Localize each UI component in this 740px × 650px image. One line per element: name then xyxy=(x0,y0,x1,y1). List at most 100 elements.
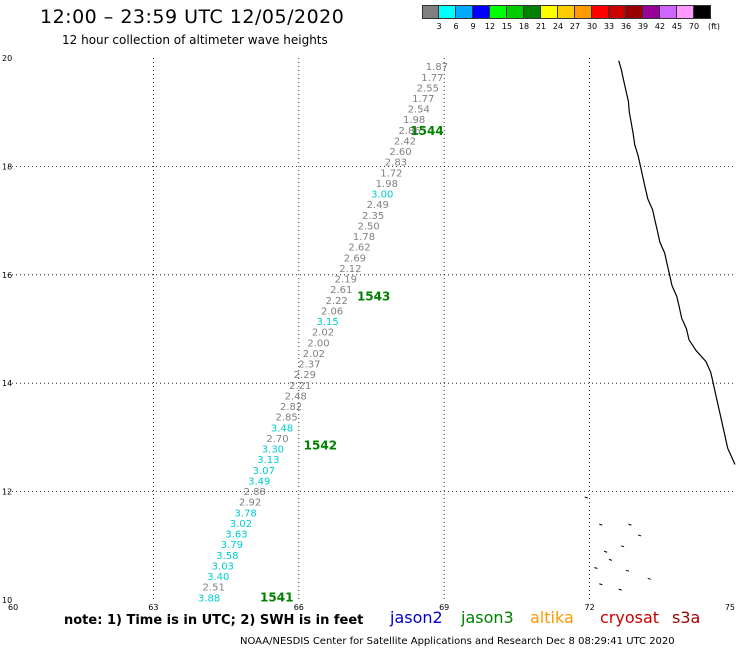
color-scale-label: 70 xyxy=(688,22,700,31)
revolution-label: 1543 xyxy=(357,289,390,303)
island xyxy=(594,567,598,569)
swh-value: 1.72 xyxy=(380,168,402,179)
swh-value: 1.98 xyxy=(403,115,425,126)
color-swatch xyxy=(694,5,711,19)
swh-value: 3.07 xyxy=(253,466,275,477)
color-swatch xyxy=(609,5,626,19)
swh-value: 3.78 xyxy=(234,508,256,519)
swh-value: 2.70 xyxy=(266,434,288,445)
swh-value: 3.58 xyxy=(216,551,238,562)
swh-value: 3.15 xyxy=(316,317,338,328)
swh-value: 2.00 xyxy=(307,338,329,349)
swh-value: 3.48 xyxy=(271,423,293,434)
color-scale-label: 36 xyxy=(620,22,632,31)
swh-value: 2.85 xyxy=(275,413,297,424)
latitude-tick-label: 10 xyxy=(2,596,12,605)
swh-value: 2.48 xyxy=(285,391,307,402)
swh-value: 2.62 xyxy=(348,243,370,254)
island xyxy=(599,523,603,526)
swh-value: 2.12 xyxy=(339,264,361,275)
latitude-tick-label: 16 xyxy=(2,271,12,280)
swh-value: 3.03 xyxy=(212,561,234,572)
latitude-tick-label: 18 xyxy=(2,162,12,171)
revolution-label: 1542 xyxy=(304,439,337,453)
swh-value: 3.63 xyxy=(225,530,247,541)
latitude-tick-label: 12 xyxy=(2,488,12,497)
color-scale-label: 3 xyxy=(436,22,442,31)
color-scale-label: (ft) xyxy=(707,22,721,31)
swh-value: 1.77 xyxy=(421,73,443,84)
color-swatch xyxy=(643,5,660,19)
color-scale-label: 21 xyxy=(535,22,547,31)
longitude-tick-label: 60 xyxy=(8,603,18,610)
color-swatch xyxy=(507,5,524,19)
swh-value: 2.82 xyxy=(280,402,302,413)
longitude-tick-label: 66 xyxy=(294,603,304,610)
color-scale-label: 27 xyxy=(569,22,581,31)
island xyxy=(608,558,613,561)
swh-value: 2.42 xyxy=(394,136,416,147)
color-scale-label: 30 xyxy=(586,22,598,31)
satellite-legend-item: cryosat xyxy=(600,608,660,627)
color-scale-label: 12 xyxy=(484,22,496,31)
swh-value: 1.98 xyxy=(376,179,398,190)
swh-value: 2.83 xyxy=(385,158,407,169)
swh-value: 2.86 xyxy=(398,126,420,137)
latitude-tick-label: 14 xyxy=(2,379,12,388)
island xyxy=(647,577,651,580)
island xyxy=(628,523,632,526)
color-swatch xyxy=(558,5,575,19)
color-scale-label: 33 xyxy=(603,22,615,31)
swh-value: 2.51 xyxy=(203,583,225,594)
satellite-legend-item: altika xyxy=(530,608,574,627)
color-swatch xyxy=(439,5,456,19)
swh-value: 3.02 xyxy=(230,519,252,530)
swh-value: 2.37 xyxy=(298,360,320,371)
swh-value: 2.54 xyxy=(408,105,430,116)
credit-line: NOAA/NESDIS Center for Satellite Applica… xyxy=(240,636,675,647)
altimeter-map: 60 63 66 69 72 75 10 12 14 16 18 20 3.882.513.403.03… xyxy=(2,54,736,610)
swh-value: 3.13 xyxy=(257,455,279,466)
color-scale-label: 18 xyxy=(518,22,530,31)
color-swatch xyxy=(575,5,592,19)
island xyxy=(599,583,603,586)
swh-value: 2.61 xyxy=(330,285,352,296)
swh-value: 2.60 xyxy=(389,147,411,158)
color-swatch xyxy=(592,5,609,19)
color-scale-label: 39 xyxy=(637,22,649,31)
revolution-label: 1544 xyxy=(410,124,443,138)
longitude-tick-label: 69 xyxy=(439,603,449,610)
revolution-label: 1541 xyxy=(260,590,293,604)
color-swatch xyxy=(490,5,507,19)
swh-value: 2.69 xyxy=(344,253,366,264)
island xyxy=(625,569,630,572)
swh-value: 2.02 xyxy=(312,328,334,339)
longitude-tick-label: 75 xyxy=(725,603,735,610)
satellite-legend-item: jason3 xyxy=(461,608,514,627)
color-swatch xyxy=(524,5,541,19)
color-swatch xyxy=(473,5,490,19)
color-swatch xyxy=(541,5,558,19)
chart-subtitle: 12 hour collection of altimeter wave hei… xyxy=(62,33,328,47)
swh-value: 2.35 xyxy=(362,211,384,222)
color-swatch xyxy=(422,5,439,19)
color-scale-labels: 3 6 9 12 15 18 21 24 27 30 33 36 39 42 45 70 (ft) xyxy=(422,22,740,34)
color-scale-bar xyxy=(422,5,711,19)
longitude-tick-label: 63 xyxy=(148,603,158,610)
swh-value: 2.49 xyxy=(367,200,389,211)
color-swatch xyxy=(626,5,643,19)
island xyxy=(637,534,642,537)
island xyxy=(603,550,608,553)
color-swatch xyxy=(456,5,473,19)
swh-value: 2.29 xyxy=(294,370,316,381)
swh-value: 1.77 xyxy=(412,94,434,105)
color-scale-label: 6 xyxy=(453,22,459,31)
island xyxy=(584,496,588,499)
coastline xyxy=(618,60,736,465)
swh-value: 3.79 xyxy=(221,540,243,551)
swh-value: 2.92 xyxy=(239,498,261,509)
color-scale-label: 9 xyxy=(470,22,476,31)
swh-value: 1.87 xyxy=(426,62,448,73)
satellite-legend-item: s3a xyxy=(672,608,701,627)
color-scale-label: 42 xyxy=(654,22,666,31)
